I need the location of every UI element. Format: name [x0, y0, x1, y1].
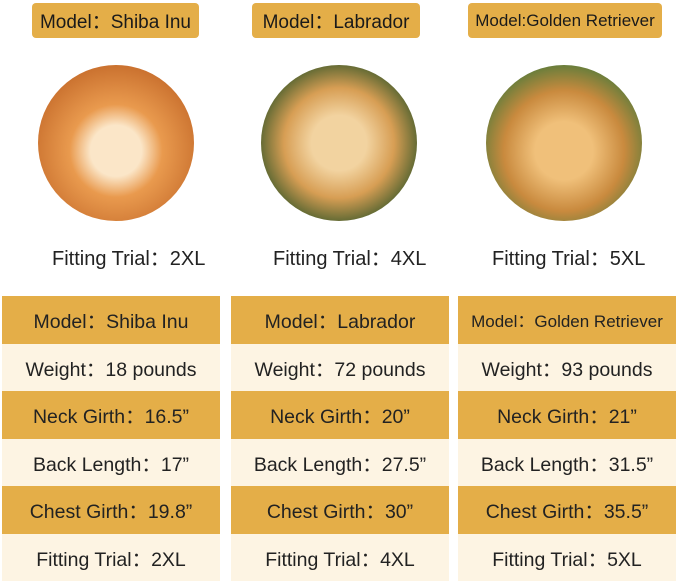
spec-row: Weight：72 pounds — [231, 343, 449, 391]
fitting-trial-labrador: Fitting Trial：4XL — [273, 248, 427, 270]
spec-row: Back Length：17” — [2, 438, 220, 486]
labrador-photo — [261, 65, 417, 221]
spec-table-labrador: Model：Labrador Weight：72 pounds Neck Gir… — [231, 296, 449, 581]
shiba-photo — [38, 65, 194, 221]
spec-row: Weight：18 pounds — [2, 343, 220, 391]
spec-row: Model：Labrador — [231, 296, 449, 344]
spec-row: Neck Girth：21” — [458, 391, 676, 439]
spec-row: Model：Shiba Inu — [2, 296, 220, 344]
fitting-trial-shiba: Fitting Trial：2XL — [52, 248, 206, 270]
spec-row: Neck Girth：20” — [231, 391, 449, 439]
golden-photo — [486, 65, 642, 221]
spec-row: Fitting Trial：4XL — [231, 533, 449, 581]
model-tag-shiba: Model：Shiba Inu — [32, 3, 199, 38]
model-tag-labrador: Model：Labrador — [252, 3, 420, 38]
fitting-trial-golden: Fitting Trial：5XL — [492, 248, 646, 270]
model-tag-golden: Model:Golden Retriever — [468, 3, 662, 38]
spec-row: Neck Girth：16.5” — [2, 391, 220, 439]
spec-table-shiba: Model：Shiba Inu Weight：18 pounds Neck Gi… — [2, 296, 220, 581]
spec-row: Weight：93 pounds — [458, 343, 676, 391]
spec-row: Chest Girth：30” — [231, 486, 449, 534]
spec-row: Chest Girth：19.8” — [2, 486, 220, 534]
spec-row: Chest Girth：35.5” — [458, 486, 676, 534]
spec-row: Fitting Trial：2XL — [2, 533, 220, 581]
spec-row: Model：Golden Retriever — [458, 296, 676, 344]
spec-row: Fitting Trial：5XL — [458, 533, 676, 581]
spec-row: Back Length：27.5” — [231, 438, 449, 486]
spec-row: Back Length：31.5” — [458, 438, 676, 486]
spec-table-golden: Model：Golden Retriever Weight：93 pounds … — [458, 296, 676, 581]
